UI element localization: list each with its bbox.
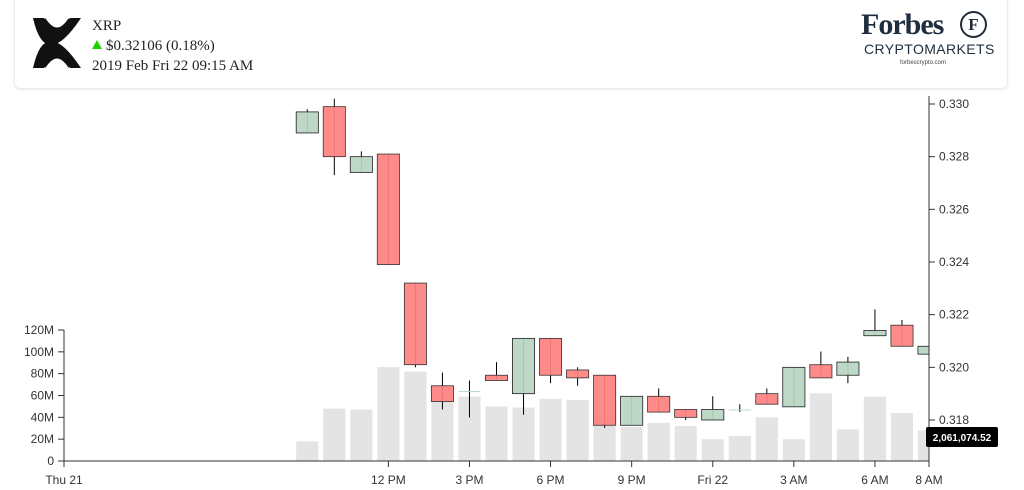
candle-down[interactable]	[566, 369, 590, 379]
current-volume-label: 2,061,074.52	[933, 433, 992, 444]
volume-bar	[863, 396, 887, 461]
price-change-row: $0.32106 (0.18%)	[92, 36, 253, 56]
price-tick-label: 0.322	[939, 308, 969, 322]
price-tick-label: 0.320	[939, 360, 969, 374]
volume-bar	[836, 429, 859, 461]
candle-up[interactable]	[782, 366, 806, 408]
volume-bar	[350, 409, 373, 461]
candle-up[interactable]	[620, 395, 644, 426]
time-tick-label: 12 PM	[371, 473, 406, 487]
candle-up[interactable]	[458, 391, 481, 393]
coin-header-card: XRP $0.32106 (0.18%) 2019 Feb Fri 22 09:…	[14, 0, 1008, 89]
candle-up[interactable]	[701, 409, 725, 421]
forbes-cryptomarkets-logo[interactable]: Forbes F CRYPTOMARKETS forbescrypto.com	[861, 8, 995, 72]
volume-bar	[728, 435, 751, 461]
volume-bar	[755, 417, 778, 461]
candle-down[interactable]	[376, 153, 400, 266]
candle-up[interactable]	[728, 409, 751, 411]
time-tick-label: Fri 22	[697, 473, 728, 487]
volume-bar	[323, 408, 346, 461]
brand-product: CRYPTOMARKETS	[864, 41, 995, 57]
volume-bar	[512, 407, 535, 461]
candle-down[interactable]	[890, 324, 914, 347]
volume-tick-label: 0	[47, 454, 54, 468]
current-volume-tag: 2,061,074.52	[926, 427, 998, 447]
volume-bar	[593, 415, 616, 461]
volume-bar	[782, 439, 805, 461]
candle-up[interactable]	[295, 111, 319, 134]
time-tick-label: Thu 21	[45, 473, 83, 487]
volume-bar	[917, 430, 929, 461]
time-tick-label: 3 PM	[455, 473, 483, 487]
coin-info: XRP $0.32106 (0.18%) 2019 Feb Fri 22 09:…	[92, 16, 253, 76]
volume-tick-label: 20M	[31, 432, 54, 446]
candle-down[interactable]	[539, 337, 563, 376]
xrp-logo-icon	[33, 18, 81, 68]
brand-url[interactable]: forbescrypto.com	[899, 60, 947, 66]
candle-up[interactable]	[512, 337, 536, 395]
price-tick-label: 0.326	[939, 202, 969, 216]
volume-bar	[701, 439, 724, 461]
volume-tick-label: 100M	[24, 345, 54, 359]
candle-down[interactable]	[809, 364, 833, 379]
volume-bar	[620, 427, 643, 461]
time-tick-label: 8 AM	[915, 473, 942, 487]
volume-bar	[404, 371, 427, 461]
volume-bar	[674, 426, 697, 461]
volume-tick-label: 60M	[31, 389, 54, 403]
volume-bar	[485, 406, 508, 461]
price-tick-label: 0.328	[939, 150, 969, 164]
price-timestamp: 2019 Feb Fri 22 09:15 AM	[92, 58, 254, 74]
candle-down[interactable]	[485, 374, 508, 381]
volume-bar	[890, 412, 914, 461]
time-tick-label: 3 AM	[780, 473, 807, 487]
volume-bars	[296, 367, 929, 461]
price-change: $0.32106 (0.18%)	[106, 38, 215, 54]
volume-bar	[566, 399, 589, 461]
price-candles	[295, 98, 967, 428]
candle-up[interactable]	[945, 325, 967, 346]
volume-tick-label: 120M	[24, 323, 54, 337]
volume-tick-label: 80M	[31, 367, 54, 381]
volume-bar	[647, 422, 670, 461]
candle-down[interactable]	[647, 395, 671, 413]
candle-down[interactable]	[674, 409, 698, 418]
brand-badge-icon: F	[960, 11, 987, 38]
price-tick-label: 0.324	[939, 255, 969, 269]
candle-down[interactable]	[593, 374, 617, 426]
up-arrow-icon	[92, 40, 102, 49]
brand-name: Forbes	[861, 8, 944, 41]
candle-up[interactable]	[349, 156, 373, 173]
candle-down[interactable]	[430, 385, 454, 402]
volume-bar	[431, 397, 454, 461]
chart-axes: 0 20M 40M 60M 80M 100M 120M 0.318 0.320 0.322 0.32…	[24, 96, 969, 487]
time-tick-label: 6 PM	[537, 473, 565, 487]
coin-symbol: XRP	[92, 18, 122, 34]
volume-bar	[539, 398, 562, 461]
candle-up[interactable]	[836, 361, 860, 376]
time-tick-label: 9 PM	[618, 473, 646, 487]
price-tick-label: 0.318	[939, 413, 969, 427]
volume-bar	[377, 367, 400, 461]
price-tick-label: 0.330	[939, 97, 969, 111]
volume-bar	[809, 393, 832, 461]
time-tick-label: 6 AM	[861, 473, 888, 487]
candle-down[interactable]	[403, 282, 427, 366]
volume-bar	[296, 441, 319, 461]
volume-bar	[458, 396, 481, 461]
candle-up[interactable]	[863, 330, 887, 337]
candle-down[interactable]	[322, 106, 346, 158]
volume-tick-label: 40M	[31, 410, 54, 424]
candle-down[interactable]	[755, 393, 779, 405]
